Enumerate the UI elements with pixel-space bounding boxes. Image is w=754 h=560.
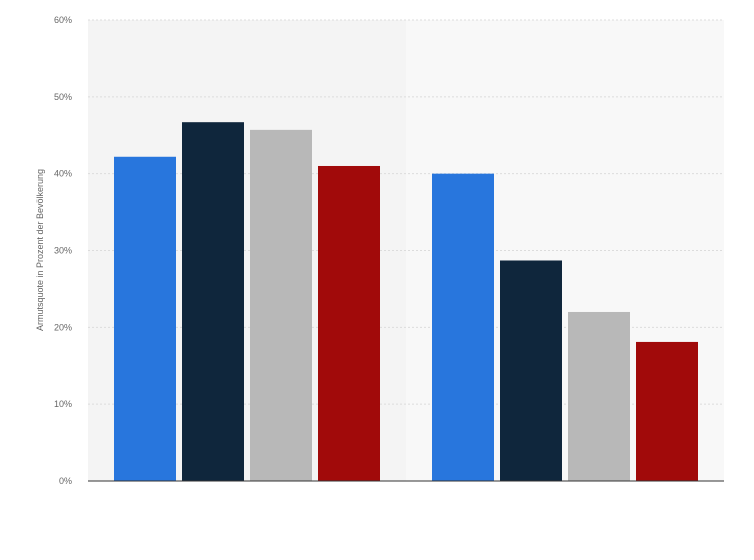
y-tick-label: 40%: [54, 169, 72, 179]
bar-series-2-group-2[interactable]: [500, 260, 562, 481]
bar-series-4-group-2[interactable]: [636, 341, 698, 481]
y-tick-label: 20%: [54, 322, 72, 332]
y-tick-label: 10%: [54, 399, 72, 409]
bar-series-3-group-2[interactable]: [568, 311, 630, 481]
bar-series-4-group-1[interactable]: [318, 165, 380, 481]
y-tick-label: 50%: [54, 92, 72, 102]
y-tick-label: 0%: [59, 476, 72, 486]
y-tick-label: 30%: [54, 246, 72, 256]
bar-series-1-group-2[interactable]: [432, 173, 494, 481]
bar-series-2-group-1[interactable]: [182, 122, 244, 482]
y-axis-label: Armutsquote in Prozent der Bevölkerung: [35, 169, 45, 331]
y-axis-ticks: 0% 10% 20% 30% 40% 50% 60%: [54, 15, 72, 486]
bar-series-1-group-1[interactable]: [114, 156, 176, 481]
bars: [114, 122, 698, 482]
bar-series-3-group-1[interactable]: [250, 129, 312, 481]
y-tick-label: 60%: [54, 15, 72, 25]
